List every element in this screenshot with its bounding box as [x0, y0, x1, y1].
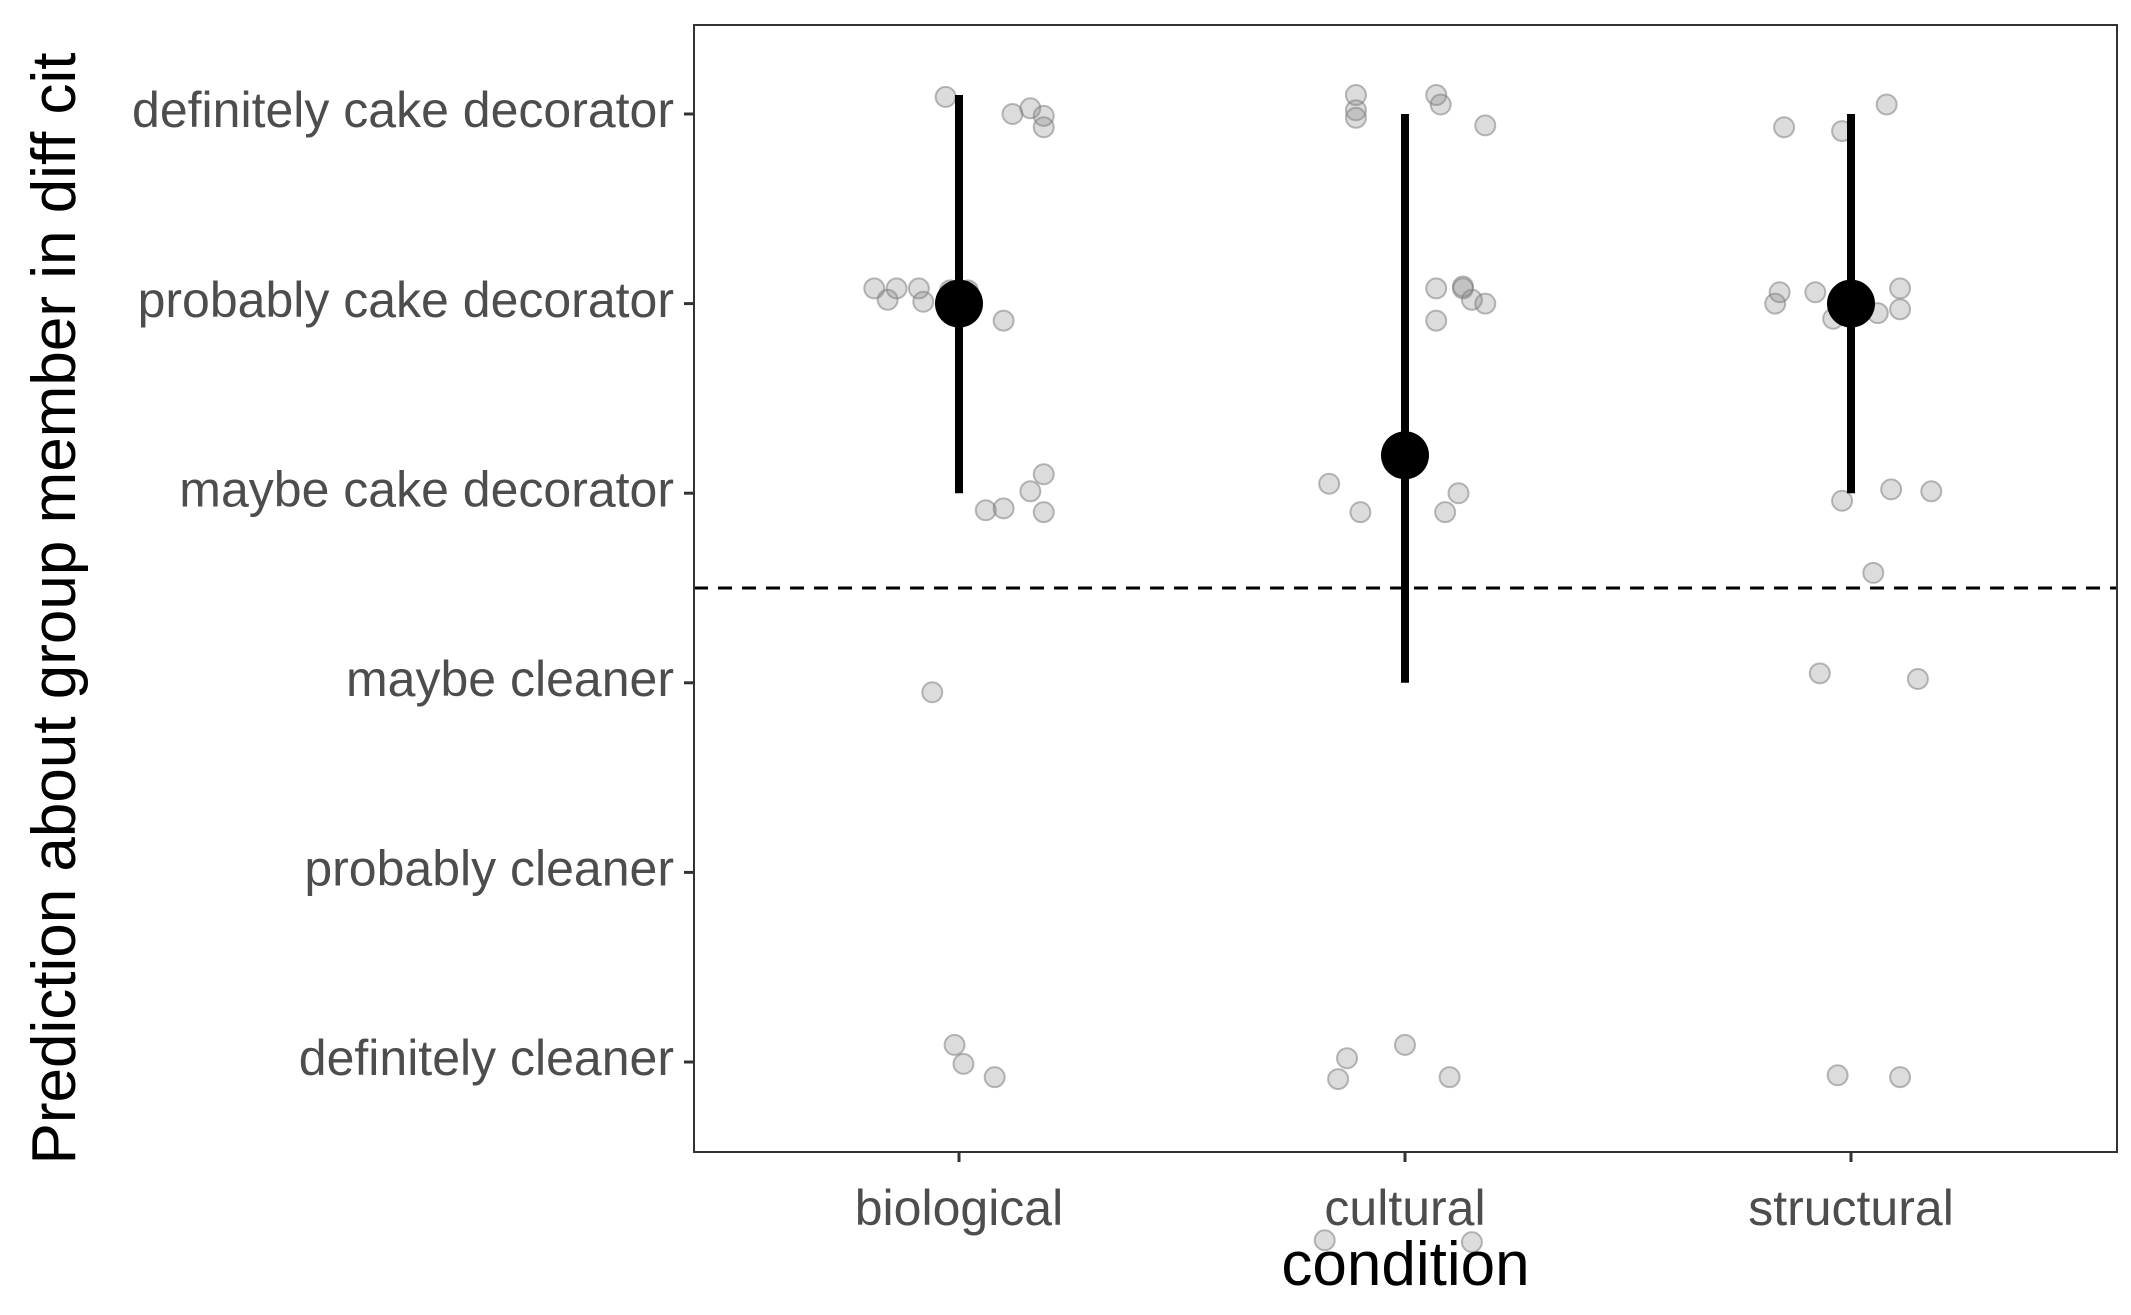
y-axis: definitely cleaner probably cleaner maybe …	[132, 82, 694, 1086]
y-tick-label: definitely cake decorator	[132, 82, 674, 138]
data-point	[1019, 97, 1042, 120]
data-point	[1349, 501, 1372, 524]
data-point	[974, 499, 997, 522]
data-point	[1032, 501, 1055, 524]
data-point	[885, 277, 908, 300]
data-point	[1862, 561, 1885, 584]
data-point	[1032, 463, 1055, 486]
x-axis: biological cultural structural	[855, 1152, 1954, 1236]
data-point	[1826, 1064, 1849, 1087]
y-tick-label: definitely cleaner	[299, 1030, 674, 1086]
data-point	[1889, 1066, 1912, 1089]
data-point	[1032, 116, 1055, 139]
data-point	[1768, 281, 1791, 304]
data-point	[1318, 472, 1341, 495]
data-point	[1429, 93, 1452, 116]
data-point	[1773, 116, 1796, 139]
data-point	[1831, 489, 1854, 512]
data-point	[1425, 277, 1448, 300]
data-point	[1344, 84, 1367, 107]
data-point	[907, 277, 930, 300]
raw-points-layer	[863, 84, 1943, 1254]
data-point	[1344, 106, 1367, 129]
data-point	[1425, 309, 1448, 332]
data-point	[921, 681, 944, 704]
mean-point	[935, 279, 983, 328]
y-tick-label: maybe cleaner	[346, 651, 674, 707]
data-point	[1344, 99, 1367, 122]
data-point	[1447, 482, 1470, 505]
data-point	[1327, 1068, 1350, 1091]
summary-layer	[935, 95, 1875, 683]
data-point	[1889, 277, 1912, 300]
data-point	[1764, 292, 1787, 315]
data-point	[1032, 104, 1055, 127]
data-point	[1434, 501, 1457, 524]
y-axis-title: Prediction about group member in diff ci…	[20, 52, 89, 1164]
data-point	[952, 1052, 975, 1075]
x-tick-label: cultural	[1324, 1180, 1485, 1236]
data-point	[943, 1033, 966, 1056]
data-point	[1880, 478, 1903, 501]
data-point	[1313, 1229, 1336, 1252]
mean-point	[1381, 431, 1429, 480]
data-point	[1906, 668, 1929, 691]
mean-point	[1827, 279, 1875, 328]
data-point	[1438, 1066, 1461, 1089]
data-point	[1804, 281, 1827, 304]
data-point	[1460, 288, 1483, 311]
data-point	[1808, 662, 1831, 685]
y-tick-label: probably cake decorator	[138, 272, 674, 328]
data-point	[1460, 1231, 1483, 1254]
data-point	[1875, 93, 1898, 116]
data-point	[1474, 114, 1497, 137]
x-tick-label: biological	[855, 1180, 1063, 1236]
x-tick-label: structural	[1748, 1180, 1954, 1236]
data-point	[992, 309, 1015, 332]
data-point	[912, 290, 935, 313]
y-tick-label: maybe cake decorator	[179, 461, 674, 517]
data-point	[1474, 292, 1497, 315]
data-point	[1920, 480, 1943, 503]
y-tick-label: probably cleaner	[304, 841, 674, 897]
data-point	[934, 85, 957, 108]
x-axis-title: condition	[1281, 1230, 1529, 1299]
data-point	[983, 1066, 1006, 1089]
data-point	[1336, 1047, 1359, 1070]
data-point	[1394, 1033, 1416, 1056]
data-point	[1019, 480, 1042, 503]
data-point	[992, 497, 1015, 520]
data-point	[1889, 298, 1912, 321]
